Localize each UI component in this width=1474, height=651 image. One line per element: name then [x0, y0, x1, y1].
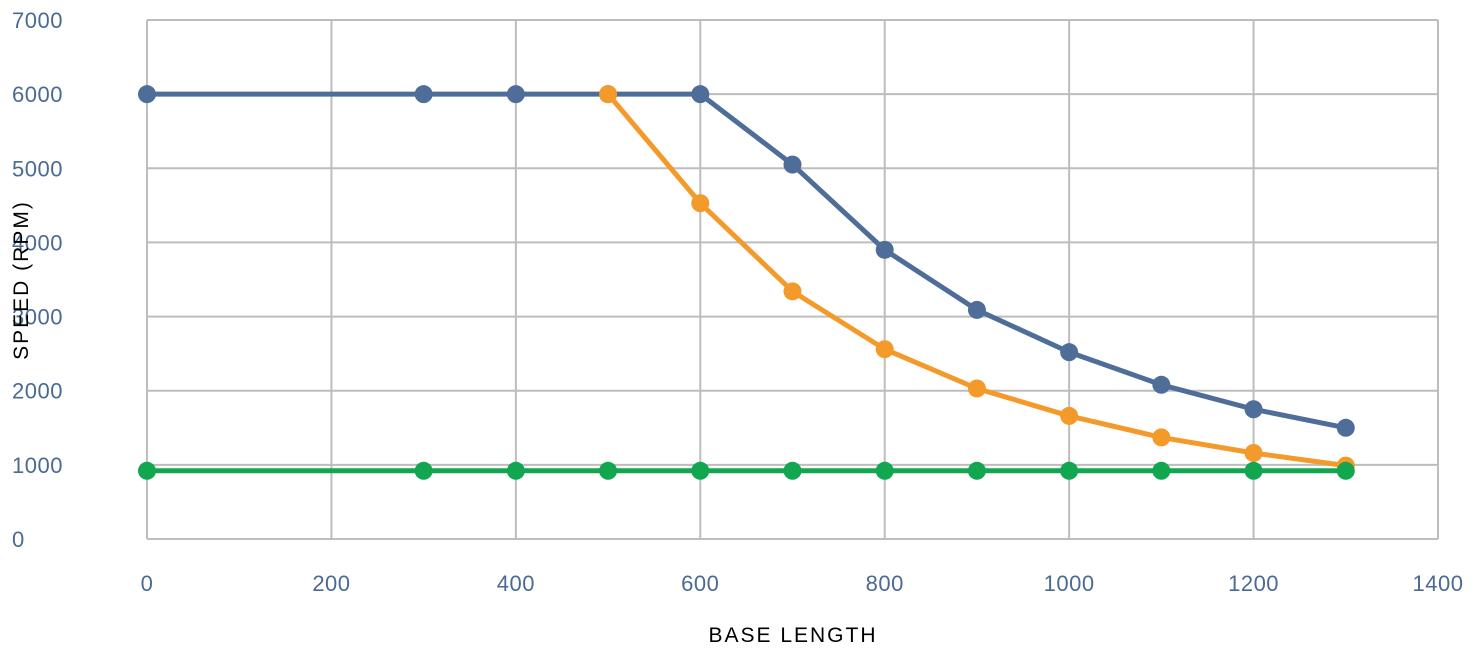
data-point — [1060, 406, 1079, 425]
data-point — [783, 461, 802, 480]
tick-labels: 0 1000 2000 3000 4000 5000 6000 7000 0 200 400 600 8… — [12, 8, 1463, 596]
data-point — [875, 240, 894, 259]
y-tick-label: 1000 — [12, 453, 63, 478]
series-line — [606, 92, 1347, 469]
data-point — [138, 85, 156, 104]
x-tick-label: 600 — [681, 571, 719, 596]
data-point — [691, 461, 710, 480]
data-point — [1152, 428, 1171, 447]
y-axis-title: SPEED (RPM) — [10, 200, 33, 360]
data-point — [414, 461, 433, 480]
data-point — [138, 461, 156, 480]
y-tick-label: 0 — [12, 527, 25, 552]
x-tick-label: 1400 — [1413, 571, 1464, 596]
data-point — [783, 155, 802, 174]
data-point — [967, 379, 986, 398]
grid-lines — [146, 19, 1439, 540]
data-point — [1060, 343, 1079, 362]
data-series — [138, 85, 1355, 480]
y-tick-label: 6000 — [12, 82, 63, 107]
data-point — [1336, 418, 1355, 437]
data-point — [1244, 400, 1263, 419]
data-point — [691, 194, 710, 213]
data-point — [599, 85, 618, 104]
x-tick-label: 800 — [866, 571, 904, 596]
x-tick-label: 1200 — [1228, 571, 1279, 596]
y-tick-label: 7000 — [12, 8, 63, 33]
x-tick-label: 1000 — [1044, 571, 1095, 596]
data-point — [506, 461, 525, 480]
series-2 — [599, 85, 1355, 475]
data-point — [506, 85, 525, 104]
series-3 — [138, 461, 1355, 480]
data-point — [1152, 461, 1171, 480]
data-point — [783, 282, 802, 301]
data-point — [414, 85, 433, 104]
x-tick-label: 0 — [141, 571, 154, 596]
data-point — [1244, 461, 1263, 480]
data-point — [1244, 443, 1263, 462]
data-point — [875, 340, 894, 359]
series-1 — [138, 85, 1355, 437]
y-tick-label: 4000 — [12, 230, 63, 255]
y-tick-label: 2000 — [12, 379, 63, 404]
x-axis-title: BASE LENGTH — [708, 624, 877, 646]
y-tick-label: 5000 — [12, 156, 63, 181]
data-point — [875, 461, 894, 480]
data-point — [599, 461, 618, 480]
data-point — [1060, 461, 1079, 480]
x-tick-label: 400 — [497, 571, 535, 596]
data-point — [1336, 461, 1355, 480]
y-tick-label: 3000 — [12, 305, 63, 330]
data-point — [691, 85, 710, 104]
data-point — [967, 461, 986, 480]
data-point — [967, 300, 986, 319]
series-line — [147, 91, 1347, 431]
x-tick-label: 200 — [312, 571, 350, 596]
data-point — [1152, 375, 1171, 394]
